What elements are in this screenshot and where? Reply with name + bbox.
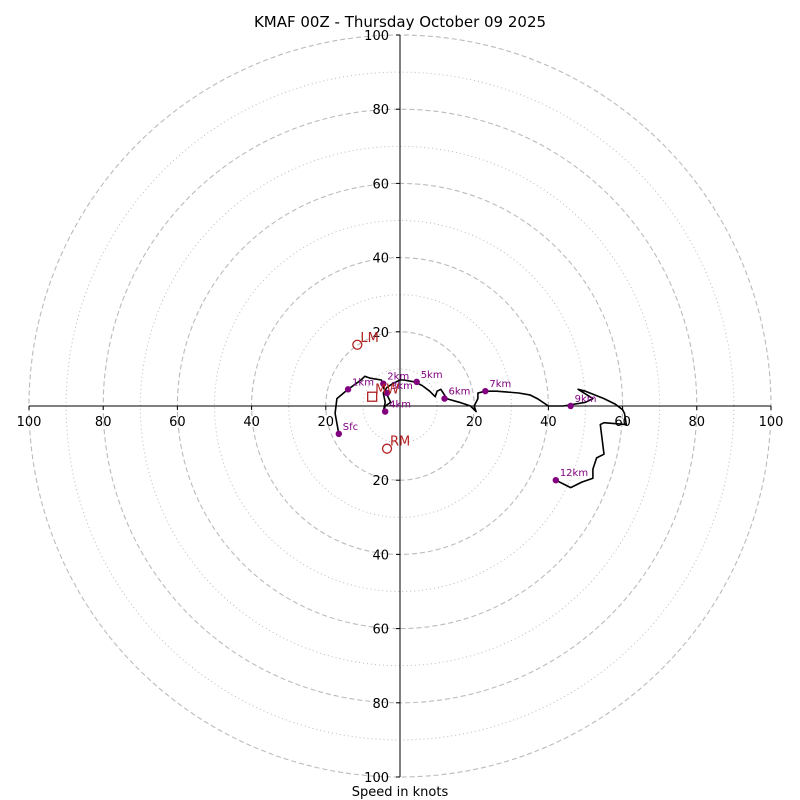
height-marker-2km <box>380 380 387 387</box>
x-tick-label: 60 <box>169 415 186 430</box>
storm-motion-lm-label: LM <box>360 331 378 346</box>
height-label-3km: 3km <box>391 381 413 392</box>
height-marker-4km <box>381 408 389 415</box>
storm-motion-mw-marker <box>367 391 378 402</box>
y-tick-label: 100 <box>364 771 389 786</box>
height-marker-6km <box>441 395 448 402</box>
chart-title: KMAF 00Z - Thursday October 09 2025 <box>254 13 546 31</box>
x-tick-label: 20 <box>466 415 483 430</box>
y-tick-label: 60 <box>372 623 389 638</box>
storm-motion-mw-label: MW <box>375 383 399 398</box>
y-tick-label: 20 <box>372 474 389 489</box>
y-tick-label: 20 <box>372 326 389 341</box>
height-marker-3km <box>383 389 391 397</box>
height-marker-sfc <box>335 430 342 438</box>
height-marker-12km <box>552 477 560 484</box>
height-marker-5km <box>413 378 420 386</box>
height-marker-1km <box>344 386 352 393</box>
height-marker-9km <box>567 402 574 410</box>
height-label-1km: 1km <box>352 377 374 388</box>
height-marker-7km <box>482 387 489 395</box>
height-label-7km: 7km <box>489 379 511 390</box>
height-label-9km: 9km <box>575 394 597 405</box>
x-tick-label: 40 <box>243 415 260 430</box>
y-tick-label: 40 <box>372 252 389 267</box>
x-tick-label: 80 <box>95 415 112 430</box>
x-tick-label: 80 <box>689 415 706 430</box>
height-label-2km: 2km <box>387 372 409 383</box>
x-tick-label: 60 <box>614 415 631 430</box>
height-label-sfc: Sfc <box>343 422 358 433</box>
x-tick-label: 40 <box>540 415 557 430</box>
x-tick-label: 20 <box>318 415 335 430</box>
height-label-6km: 6km <box>449 387 471 398</box>
height-label-5km: 5km <box>421 370 443 381</box>
y-tick-label: 40 <box>372 548 389 563</box>
y-tick-label: 100 <box>364 29 389 44</box>
height-label-12km: 12km <box>560 468 588 479</box>
x-tick-label: 100 <box>17 415 42 430</box>
storm-motion-lm-marker <box>352 339 363 350</box>
height-label-4km: 4km <box>389 400 411 411</box>
x-axis-label: Speed in knots <box>352 785 449 800</box>
axes: 100 100 100 100 80 80 80 80 60 60 60 60 40 40 40 40 20 20… <box>17 29 784 786</box>
y-tick-label: 60 <box>372 177 389 192</box>
storm-motion-markers: LM RM MW <box>352 331 410 454</box>
storm-motion-rm-marker <box>381 443 393 454</box>
y-tick-label: 80 <box>372 103 389 118</box>
y-tick-label: 80 <box>372 697 389 712</box>
storm-motion-rm-label: RM <box>390 435 410 450</box>
x-tick-label: 100 <box>759 415 784 430</box>
